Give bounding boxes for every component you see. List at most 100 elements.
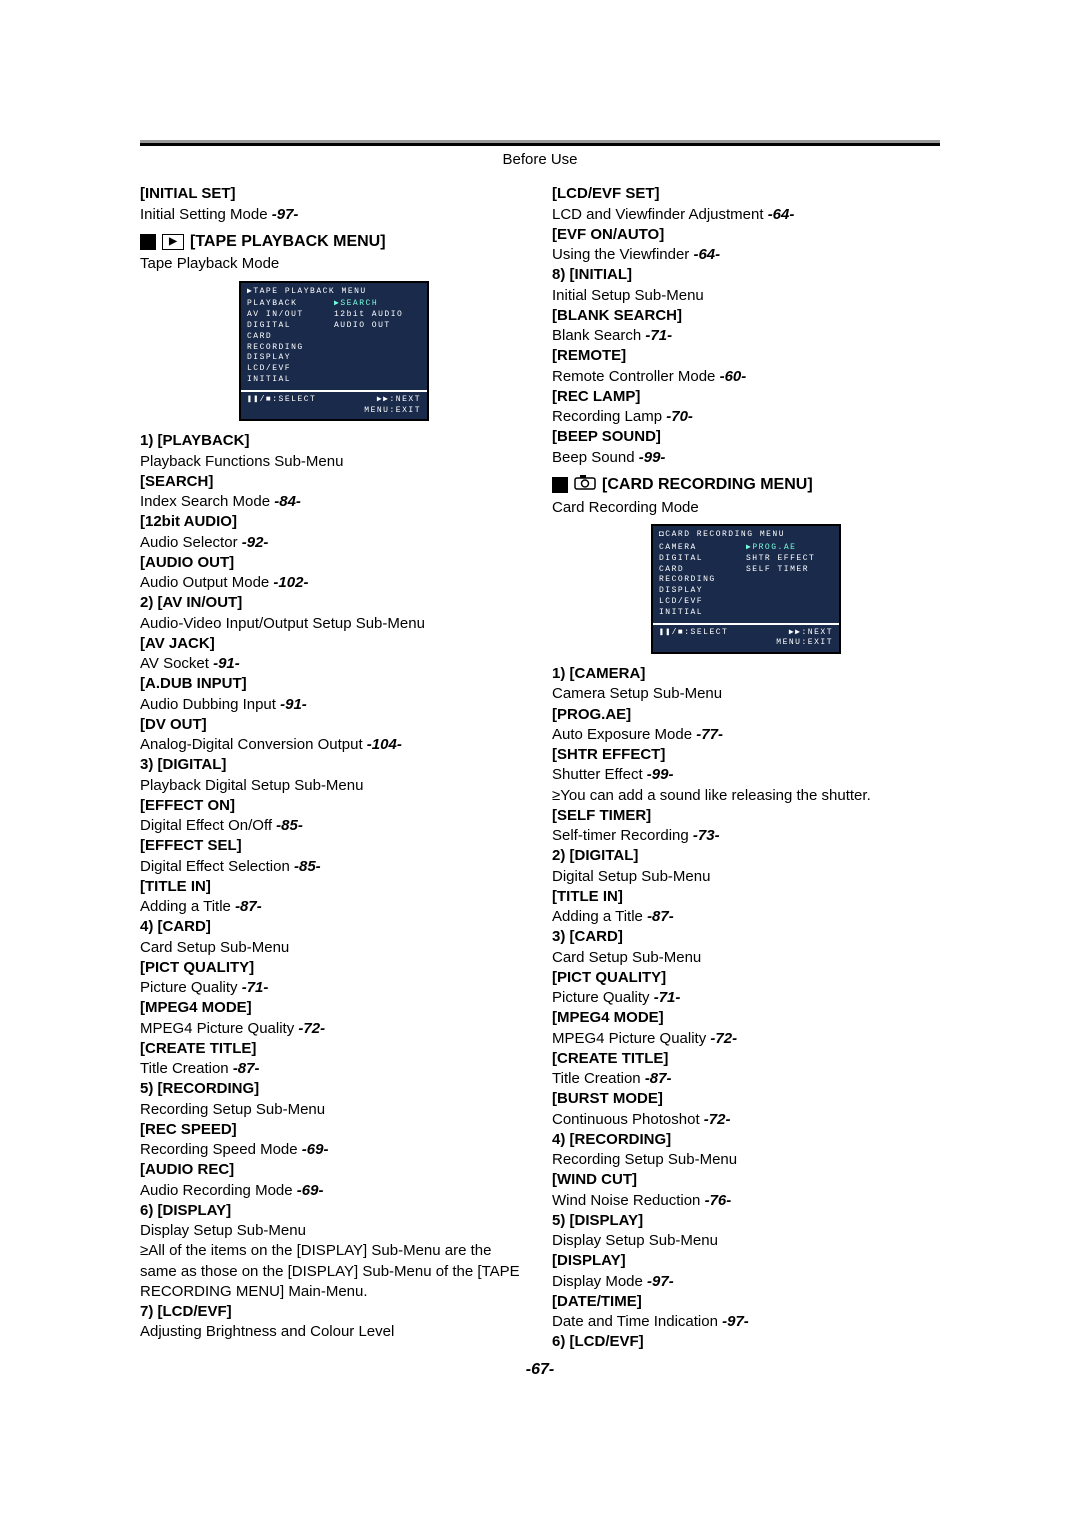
- item-head: 8) [INITIAL]: [552, 265, 940, 285]
- entry: [SHTR EFFECT]Shutter Effect -99-: [552, 745, 940, 786]
- item-desc: Recording Setup Sub-Menu: [552, 1150, 940, 1170]
- menushot-title: ◘CARD RECORDING MENU: [659, 530, 833, 541]
- bullet-note: ≥All of the items on the [DISPLAY] Sub-M…: [140, 1241, 528, 1302]
- entry: [MPEG4 MODE]MPEG4 Picture Quality -72-: [552, 1008, 940, 1049]
- section-label: [CARD RECORDING MENU]: [602, 474, 813, 496]
- menushot-cell-left: RECORDING: [659, 575, 746, 586]
- desc-text: Card Setup Sub-Menu: [140, 939, 289, 956]
- square-icon: [552, 477, 568, 493]
- menushot-row: DIGITALAUDIO OUT: [247, 321, 421, 332]
- entry: [EFFECT SEL]Digital Effect Selection -85…: [140, 836, 528, 877]
- entry: [CREATE TITLE]Title Creation -87-: [552, 1049, 940, 1090]
- page-ref: -87-: [235, 898, 262, 915]
- item-head: 1) [PLAYBACK]: [140, 431, 528, 451]
- item-head: 2) [AV IN/OUT]: [140, 593, 528, 613]
- menushot-row: DISPLAY: [659, 586, 833, 597]
- menushot-row: RECORDING: [247, 343, 421, 354]
- entry: [12bit AUDIO]Audio Selector -92-: [140, 512, 528, 553]
- desc-text: Index Search Mode: [140, 493, 274, 510]
- card-recording-menushot: ◘CARD RECORDING MENU CAMERA▶PROG.AEDIGIT…: [651, 524, 841, 654]
- item-desc: Digital Effect On/Off -85-: [140, 816, 528, 836]
- entry: [EFFECT ON]Digital Effect On/Off -85-: [140, 796, 528, 837]
- item-head: [EFFECT ON]: [140, 796, 528, 816]
- item-desc: Initial Setup Sub-Menu: [552, 286, 940, 306]
- bullet-text: ≥You can add a sound like releasing the …: [552, 786, 871, 806]
- page-ref: -91-: [213, 655, 240, 672]
- entry: [DATE/TIME]Date and Time Indication -97-: [552, 1292, 940, 1333]
- entry: [AUDIO OUT]Audio Output Mode -102-: [140, 553, 528, 594]
- item-desc: Audio Output Mode -102-: [140, 573, 528, 593]
- desc-text: Initial Setup Sub-Menu: [552, 287, 704, 304]
- item-head: [MPEG4 MODE]: [552, 1008, 940, 1028]
- page-ref: -99-: [639, 449, 666, 466]
- entry: 4) [CARD]Card Setup Sub-Menu: [140, 917, 528, 958]
- item-desc: MPEG4 Picture Quality -72-: [552, 1029, 940, 1049]
- item-head: [EVF ON/AUTO]: [552, 225, 940, 245]
- item-desc: Wind Noise Reduction -76-: [552, 1191, 940, 1211]
- item-desc: Audio Selector -92-: [140, 533, 528, 553]
- entry: [WIND CUT]Wind Noise Reduction -76-: [552, 1170, 940, 1211]
- page-ref: -69-: [297, 1182, 324, 1199]
- ms-bot-left: ❚❚/■:SELECT: [659, 628, 728, 639]
- entry: 6) [LCD/EVF]: [552, 1332, 940, 1352]
- section-title: ▶ [TAPE PLAYBACK MENU]: [140, 231, 528, 253]
- entry: [AV JACK]AV Socket -91-: [140, 634, 528, 675]
- item-desc: Blank Search -71-: [552, 326, 940, 346]
- desc-text: Audio Dubbing Input: [140, 696, 280, 713]
- item-head: [PROG.AE]: [552, 705, 940, 725]
- item-head: [TITLE IN]: [552, 887, 940, 907]
- entry: 1) [PLAYBACK]Playback Functions Sub-Menu: [140, 431, 528, 472]
- left-column: [INITIAL SET] Initial Setting Mode -97- …: [140, 184, 528, 1352]
- item-head: [BEEP SOUND]: [552, 427, 940, 447]
- menushot-cell-left: CARD: [659, 565, 746, 576]
- item-desc: MPEG4 Picture Quality -72-: [140, 1019, 528, 1039]
- item-desc: Recording Lamp -70-: [552, 407, 940, 427]
- item-head: [REC SPEED]: [140, 1120, 528, 1140]
- menushot-cell-right: [334, 364, 421, 375]
- entry: [DISPLAY]Display Mode -97-: [552, 1251, 940, 1292]
- desc-text: Display Setup Sub-Menu: [140, 1222, 306, 1239]
- desc-text: Initial Setting Mode: [140, 206, 272, 223]
- menushot-cell-right: ▶SEARCH: [334, 299, 421, 310]
- item-head: [SHTR EFFECT]: [552, 745, 940, 765]
- item-desc: Picture Quality -71-: [552, 988, 940, 1008]
- page-ref: -87-: [647, 908, 674, 925]
- item-head: 2) [DIGITAL]: [552, 846, 940, 866]
- item-desc: Display Setup Sub-Menu: [140, 1221, 528, 1241]
- entry: [TITLE IN]Adding a Title -87-: [552, 887, 940, 928]
- item-head: [DV OUT]: [140, 715, 528, 735]
- item-desc: Analog-Digital Conversion Output -104-: [140, 735, 528, 755]
- section-title: [CARD RECORDING MENU]: [552, 474, 940, 496]
- desc-text: LCD and Viewfinder Adjustment: [552, 206, 768, 223]
- desc-text: Self-timer Recording: [552, 827, 693, 844]
- square-icon: [140, 234, 156, 250]
- entry: 5) [DISPLAY]Display Setup Sub-Menu: [552, 1211, 940, 1252]
- desc-text: Audio Selector: [140, 534, 242, 551]
- desc-text: Adding a Title: [552, 908, 647, 925]
- item-head: [REC LAMP]: [552, 387, 940, 407]
- entry: 3) [DIGITAL]Playback Digital Setup Sub-M…: [140, 755, 528, 796]
- page-ref: -77-: [696, 726, 723, 743]
- desc-text: AV Socket: [140, 655, 213, 672]
- menushot-row: LCD/EVF: [247, 364, 421, 375]
- entry: [INITIAL SET] Initial Setting Mode -97-: [140, 184, 528, 225]
- entry: [AUDIO REC]Audio Recording Mode -69-: [140, 1160, 528, 1201]
- item-desc: Display Setup Sub-Menu: [552, 1231, 940, 1251]
- item-head: 6) [LCD/EVF]: [552, 1332, 940, 1352]
- menushot-row: LCD/EVF: [659, 597, 833, 608]
- desc-text: Date and Time Indication: [552, 1313, 722, 1330]
- menushot-cell-right: [746, 608, 833, 619]
- item-head: [REMOTE]: [552, 346, 940, 366]
- page-ref: -104-: [367, 736, 402, 753]
- manual-page: Before Use [INITIAL SET] Initial Setting…: [0, 0, 1080, 1410]
- item-head: [PICT QUALITY]: [552, 968, 940, 988]
- item-desc: Camera Setup Sub-Menu: [552, 684, 940, 704]
- page-ref: -70-: [666, 408, 693, 425]
- tape-playback-menushot: ▶TAPE PLAYBACK MENU PLAYBACK▶SEARCHAV IN…: [239, 281, 429, 422]
- item-desc: Using the Viewfinder -64-: [552, 245, 940, 265]
- entry: 3) [CARD]Card Setup Sub-Menu: [552, 927, 940, 968]
- item-desc: Audio Dubbing Input -91-: [140, 695, 528, 715]
- item-desc: Date and Time Indication -97-: [552, 1312, 940, 1332]
- header-text: Before Use: [140, 150, 940, 170]
- item-desc: Index Search Mode -84-: [140, 492, 528, 512]
